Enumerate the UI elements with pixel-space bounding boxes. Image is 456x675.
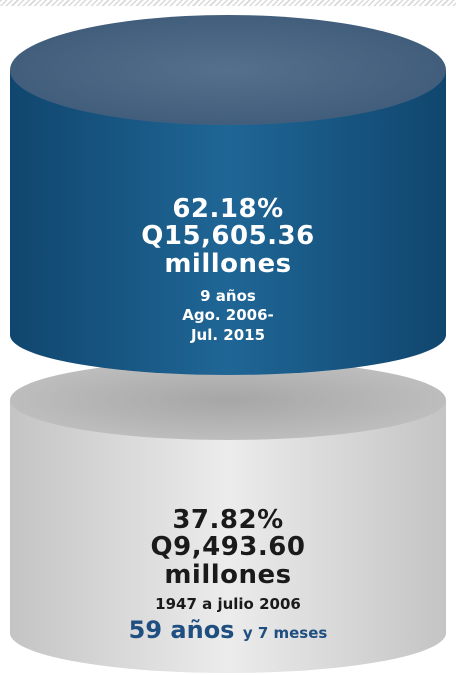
bottom-duration-main: 59 años [128,616,235,645]
top-cylinder-top [10,15,446,125]
top-percent: 62.18% [172,194,284,224]
top-unit: millones [164,248,292,279]
top-cylinder [10,15,446,375]
bottom-duration: 59 años y 7 meses [0,618,456,643]
bottom-unit: millones [164,559,292,590]
top-period-start: Ago. 2006- [182,306,274,325]
top-segment-labels: 62.18% Q15,605.36 millones 9 años Ago. 2… [0,194,456,345]
bottom-amount: Q9,493.60 [150,532,306,563]
bottom-cylinder [10,360,446,673]
top-amount: Q15,605.36 [141,221,315,252]
bottom-period: 1947 a julio 2006 [155,594,301,613]
top-period-end: Jul. 2015 [190,325,266,344]
top-years: 9 años [200,286,256,305]
bottom-duration-rest: y 7 meses [242,624,328,643]
bottom-segment-labels: 37.82% Q9,493.60 millones 1947 a julio 2… [0,505,456,644]
bottom-cylinder-top [10,360,446,440]
bottom-percent: 37.82% [172,505,284,535]
dashed-separator [0,0,456,6]
